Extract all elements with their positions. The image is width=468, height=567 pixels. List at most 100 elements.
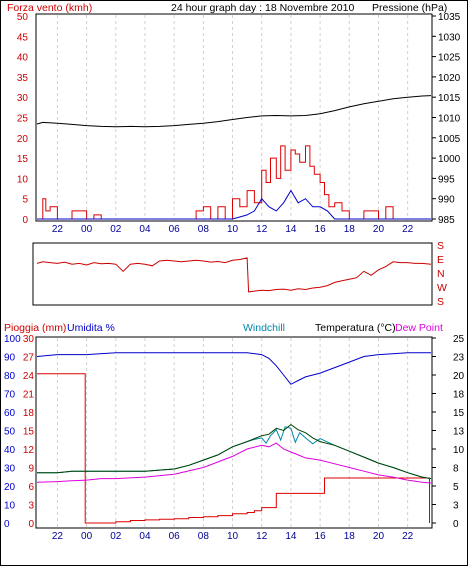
hour-tick-label: 08	[198, 531, 210, 542]
pressure-tick-label: 1030	[438, 32, 461, 43]
rain-tick-label: 6	[28, 482, 34, 493]
direction-label: W	[437, 282, 447, 294]
dewpoint-legend: Dew Point	[395, 322, 443, 334]
hour-tick-label: 04	[139, 224, 151, 235]
hour-tick-label: 16	[315, 531, 327, 542]
hour-tick-label: 12	[256, 224, 268, 235]
rain-axis-title: Pioggia (mm)	[4, 322, 66, 334]
temperature-y-ticks: 0 3 5 8 10 13 15 18 20 23 25	[432, 334, 465, 530]
dewpoint-line	[36, 442, 432, 484]
humidity-tick-label: 70	[4, 390, 16, 401]
bottom-x-ticks: 22 00 02 04 06 08 10 12 14 16 18 20 22	[52, 531, 414, 542]
temperature-line	[37, 423, 432, 480]
wind-tick-label: 10	[17, 174, 29, 185]
rain-tick-label: 27	[23, 353, 35, 364]
hour-tick-label: 16	[315, 224, 327, 235]
wind-tick-label: 45	[17, 32, 29, 43]
humidity-tick-label: 30	[4, 464, 16, 475]
temp-tick-label: 8	[453, 464, 459, 475]
wind-tick-label: 0	[22, 215, 28, 226]
humidity-tick-label: 60	[4, 408, 16, 419]
rain-tick-label: 0	[28, 519, 34, 530]
humidity-tick-label: 20	[4, 482, 16, 493]
top-x-ticks: 22 00 02 04 06 08 10 12 14 16 18 20 22	[52, 224, 414, 235]
rain-tick-label: 24	[23, 371, 35, 382]
bottom-grid	[56, 338, 409, 527]
temp-tick-label: 10	[453, 445, 465, 456]
humidity-tick-label: 0	[4, 519, 10, 530]
hour-tick-label: 10	[227, 224, 239, 235]
pressure-tick-label: 1000	[438, 154, 461, 165]
humidity-tick-label: 50	[4, 427, 16, 438]
wind-tick-label: 50	[17, 12, 29, 23]
hour-tick-label: 00	[81, 531, 93, 542]
hour-tick-label: 02	[110, 224, 122, 235]
temp-tick-label: 15	[453, 408, 465, 419]
temp-tick-label: 3	[453, 501, 459, 512]
rain-tick-label: 30	[23, 334, 35, 345]
pressure-tick-label: 985	[438, 215, 455, 226]
temp-tick-label: 5	[453, 482, 459, 493]
top-grid	[56, 15, 409, 220]
pressure-axis-title: Pressione (hPa)	[372, 2, 447, 14]
hour-tick-label: 06	[169, 531, 181, 542]
hour-tick-label: 14	[285, 531, 297, 542]
temperature-axis-title: Temperatura (°C)	[315, 322, 396, 334]
rain-temp-panel: Pioggia (mm) Umidita % Windchill Tempera…	[4, 322, 465, 542]
direction-label: E	[437, 254, 444, 266]
wind-tick-label: 25	[17, 114, 29, 125]
direction-label: N	[437, 268, 445, 280]
hour-tick-label: 10	[227, 531, 239, 542]
wind-tick-label: 5	[22, 195, 28, 206]
pressure-tick-label: 1010	[438, 114, 461, 125]
hour-tick-label: 00	[81, 224, 93, 235]
wind-speed-line	[37, 145, 431, 220]
hour-tick-label: 22	[402, 224, 414, 235]
temp-tick-label: 25	[453, 334, 465, 345]
humidity-tick-label: 90	[4, 353, 16, 364]
rain-tick-label: 15	[23, 427, 35, 438]
hour-tick-label: 20	[373, 531, 385, 542]
pressure-line	[36, 95, 432, 128]
direction-plot-border	[32, 242, 433, 306]
hour-tick-label: 18	[344, 224, 356, 235]
hour-tick-label: 20	[373, 224, 385, 235]
rain-line	[37, 373, 430, 524]
pressure-tick-label: 1005	[438, 134, 461, 145]
rain-y-ticks: 0 3 6 9 12 15 18 21 24 27 30	[23, 334, 35, 530]
wind-pressure-panel: Forza vento (kmh) 24 hour graph day : 18…	[7, 2, 461, 235]
direction-series	[36, 257, 432, 293]
hour-tick-label: 12	[256, 531, 268, 542]
wind-axis-title: Forza vento (kmh)	[7, 2, 92, 14]
wind-tick-label: 15	[17, 154, 29, 165]
wind-y-ticks: 0 5 10 15 20 25 30 35 40 45 50	[17, 12, 29, 226]
humidity-tick-label: 100	[4, 334, 21, 345]
direction-label: S	[437, 296, 444, 308]
pressure-tick-label: 990	[438, 195, 455, 206]
hour-tick-label: 02	[110, 531, 122, 542]
wind-direction-line	[36, 257, 432, 293]
temp-tick-label: 18	[453, 390, 465, 401]
hour-tick-label: 22	[52, 224, 64, 235]
humidity-line	[36, 352, 431, 385]
hour-tick-label: 22	[402, 531, 414, 542]
hour-tick-label: 04	[139, 531, 151, 542]
chart-title: 24 hour graph day : 18 Novembre 2010	[171, 2, 354, 14]
hour-tick-label: 08	[198, 224, 210, 235]
hour-tick-label: 18	[344, 531, 356, 542]
rain-tick-label: 18	[23, 408, 35, 419]
temp-tick-label: 23	[453, 353, 465, 364]
direction-label: S	[437, 240, 444, 252]
pressure-tick-label: 1015	[438, 93, 461, 104]
top-plot-border	[35, 13, 433, 222]
humidity-tick-label: 10	[4, 501, 16, 512]
pressure-y-ticks: 985 990 995 1000 1005 1010 1015 1020 1025 1030 103…	[432, 12, 461, 226]
bottom-series	[36, 352, 432, 524]
pressure-tick-label: 1025	[438, 53, 461, 64]
pressure-tick-label: 995	[438, 174, 455, 185]
bottom-plot-border	[35, 336, 433, 529]
